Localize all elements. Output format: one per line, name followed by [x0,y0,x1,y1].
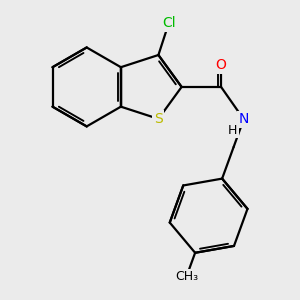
Text: N: N [238,112,249,126]
Text: O: O [216,58,226,72]
Text: S: S [154,112,163,126]
Text: Cl: Cl [162,16,175,30]
Text: CH₃: CH₃ [175,270,198,284]
Text: H: H [228,124,237,137]
